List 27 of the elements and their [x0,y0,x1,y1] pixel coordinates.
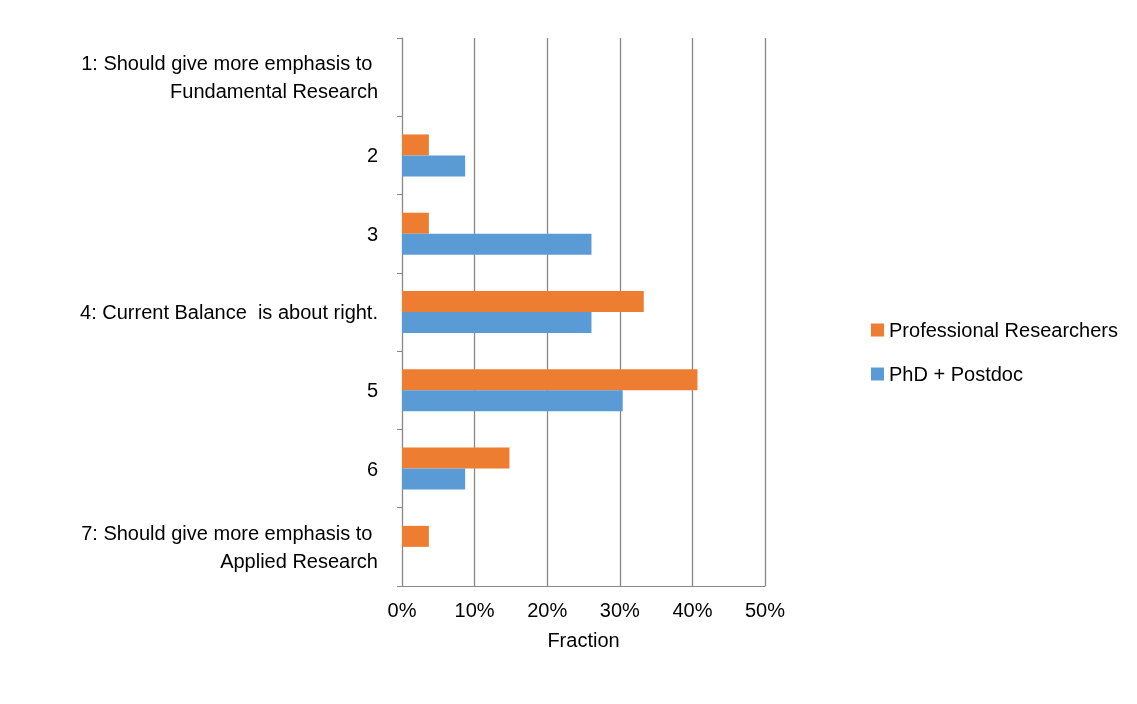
bar [402,390,623,412]
bar [402,233,592,255]
x-tick-label: 0% [387,599,417,621]
bar [402,134,429,156]
x-tick-label: 50% [744,599,786,621]
bar [402,291,644,312]
bar [402,447,510,469]
x-tick-label: 40% [672,599,713,621]
y-tick-label: 1: Should give more emphasis to Fundamental Research [81,52,378,103]
x-tick-label: 20% [527,599,568,621]
y-tick-label: 3 [366,222,378,245]
y-tick-label: 5 [366,379,378,402]
legend-label: PhD + Postdoc [889,363,1023,385]
y-tick-label: 6 [366,457,378,480]
legend-label: Professional Researchers [889,319,1119,341]
y-tick-label: 2 [366,144,378,167]
y-tick-label: 7: Should give more emphasis to Applied Research [81,521,378,572]
y-tick-label: 4: Current Balance is about right. [80,301,378,323]
bar [402,525,429,547]
x-axis-title: Fraction [547,629,620,651]
bar [402,155,466,177]
bar [402,468,466,490]
x-tick-label: 30% [599,599,641,621]
bar [402,212,429,234]
x-tick-label: 10% [454,599,495,621]
bar [402,369,698,391]
bar [402,312,592,333]
